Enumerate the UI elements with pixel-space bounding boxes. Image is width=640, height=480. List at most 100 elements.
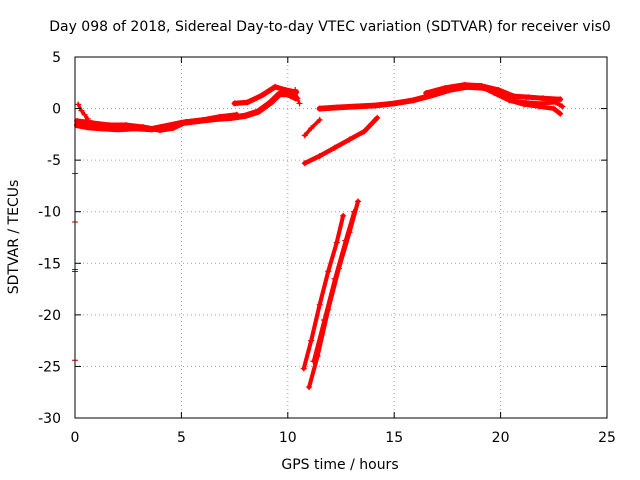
data-point xyxy=(491,90,498,97)
y-tick-label: -10 xyxy=(38,205,61,221)
data-point xyxy=(342,237,349,244)
chart-title: Day 098 of 2018, Sidereal Day-to-day VTE… xyxy=(49,19,611,35)
x-tick-label: 5 xyxy=(177,430,186,446)
data-point xyxy=(259,92,266,99)
data-point xyxy=(306,384,313,391)
y-tick-label: 0 xyxy=(52,102,61,118)
y-tick-label: -20 xyxy=(38,308,61,324)
data-point xyxy=(340,212,347,219)
data-point xyxy=(361,128,368,135)
data-point xyxy=(216,113,223,120)
data-point xyxy=(300,365,307,372)
data-point xyxy=(372,102,379,109)
data-point xyxy=(310,358,317,365)
grid-layer xyxy=(75,57,607,418)
data-point xyxy=(123,122,130,129)
data-point xyxy=(199,116,206,123)
data-point xyxy=(346,136,353,143)
data-point xyxy=(320,317,327,324)
data-point xyxy=(294,95,301,102)
y-tick-label: -5 xyxy=(47,153,61,169)
tick-layer xyxy=(74,56,608,419)
x-tick-label: 20 xyxy=(492,430,510,446)
data-point xyxy=(442,84,449,91)
data-point xyxy=(308,125,315,132)
data-point xyxy=(423,90,430,97)
y-tick-label: 5 xyxy=(52,50,61,66)
data-point xyxy=(84,115,91,122)
data-point xyxy=(391,100,398,107)
data-point xyxy=(557,110,564,117)
plot-frame xyxy=(74,56,608,419)
label-layer: 0 5 10 15 20 25 -30 -25 -20 -15 -10 -5 0 5 xyxy=(38,50,616,446)
data-point xyxy=(476,82,483,89)
data-point xyxy=(557,96,564,103)
data-point xyxy=(410,97,417,104)
data-point xyxy=(550,105,557,112)
data-layer xyxy=(72,81,566,391)
data-point xyxy=(106,122,113,129)
data-point xyxy=(89,120,96,127)
data-point xyxy=(523,99,530,106)
data-point xyxy=(157,127,164,134)
data-point xyxy=(538,100,545,107)
data-point xyxy=(316,153,323,160)
data-point xyxy=(233,111,240,118)
x-tick-label: 15 xyxy=(385,430,403,446)
y-tick-label: -25 xyxy=(38,359,61,375)
data-point xyxy=(169,125,176,132)
data-point xyxy=(255,108,262,115)
data-point xyxy=(242,112,249,119)
data-point xyxy=(510,93,517,100)
data-point xyxy=(374,114,381,121)
data-point xyxy=(272,83,279,90)
x-tick-label: 25 xyxy=(598,430,616,446)
data-point xyxy=(316,116,323,123)
data-point xyxy=(350,208,357,215)
data-point xyxy=(182,118,189,125)
data-point xyxy=(559,103,566,110)
data-point xyxy=(333,104,340,111)
data-point xyxy=(525,94,532,101)
data-point xyxy=(267,99,274,106)
data-point xyxy=(140,124,147,131)
data-point xyxy=(316,105,323,112)
data-point xyxy=(308,337,315,344)
data-point xyxy=(352,103,359,110)
y-axis-label: SDTVAR / TECUs xyxy=(6,180,22,295)
data-point xyxy=(316,301,323,308)
data-point xyxy=(301,160,308,167)
y-tick-label: -30 xyxy=(38,411,61,427)
data-point xyxy=(355,198,362,205)
data-point xyxy=(231,100,238,107)
data-point xyxy=(301,132,308,139)
data-point xyxy=(292,87,299,94)
data-point xyxy=(244,99,251,106)
data-point xyxy=(81,111,88,118)
data-point xyxy=(508,97,515,104)
data-point xyxy=(461,81,468,88)
data-point xyxy=(282,87,289,94)
series-arc-midday-low xyxy=(302,115,380,166)
x-axis-label: GPS time / hours xyxy=(281,457,398,473)
data-point xyxy=(296,100,303,107)
data-point xyxy=(540,95,547,102)
series-arc-dip-a xyxy=(301,213,346,371)
data-point xyxy=(276,91,283,98)
data-point xyxy=(333,239,340,246)
y-tick-label: -15 xyxy=(38,256,61,272)
data-point xyxy=(495,87,502,94)
x-tick-label: 0 xyxy=(71,430,80,446)
data-point xyxy=(331,275,338,282)
data-point xyxy=(75,101,82,108)
data-point xyxy=(552,99,559,106)
data-point xyxy=(84,124,91,131)
data-point xyxy=(78,107,85,114)
x-tick-label: 10 xyxy=(279,430,297,446)
data-point xyxy=(325,268,332,275)
data-point xyxy=(331,144,338,151)
series-arc-start-spike xyxy=(76,102,90,121)
